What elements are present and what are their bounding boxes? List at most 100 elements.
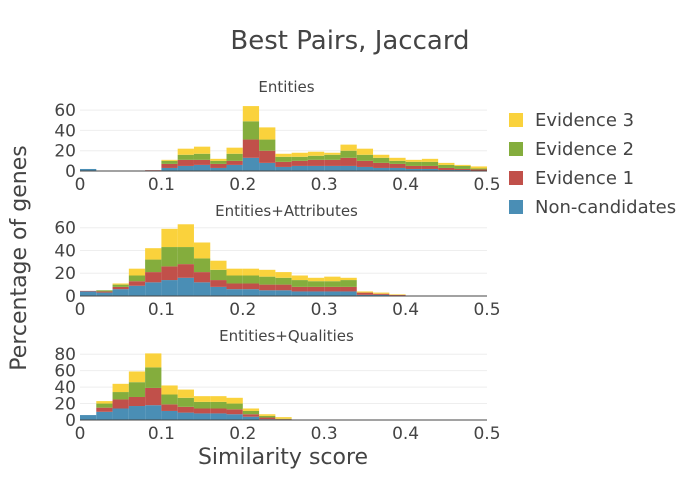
bar-segment-evidence-2[interactable] <box>356 154 374 161</box>
bar-segment-evidence-2[interactable] <box>226 403 243 410</box>
bar-segment-non-candidates[interactable] <box>275 290 292 296</box>
bar-segment-evidence-1[interactable] <box>324 159 341 166</box>
bar-segment-evidence-1[interactable] <box>193 272 211 283</box>
bar-segment-evidence-2[interactable] <box>226 153 243 161</box>
bar-segment-evidence-3[interactable] <box>242 268 260 276</box>
bar-segment-evidence-3[interactable] <box>112 383 129 393</box>
bar-segment-non-candidates[interactable] <box>177 277 194 296</box>
bar-segment-evidence-1[interactable] <box>307 159 325 166</box>
bar-segment-evidence-1[interactable] <box>356 292 374 295</box>
bar-segment-evidence-2[interactable] <box>145 367 162 388</box>
bar-segment-non-candidates[interactable] <box>145 282 162 296</box>
bar-segment-non-candidates[interactable] <box>177 165 194 171</box>
bar-segment-evidence-3[interactable] <box>112 283 129 285</box>
bar-segment-evidence-1[interactable] <box>145 387 162 406</box>
bar-segment-evidence-1[interactable] <box>226 283 243 290</box>
bar-segment-evidence-2[interactable] <box>242 275 260 284</box>
bar-segment-evidence-1[interactable] <box>193 408 211 414</box>
bar-segment-evidence-1[interactable] <box>438 167 455 170</box>
bar-segment-evidence-2[interactable] <box>421 161 439 166</box>
bar-segment-non-candidates[interactable] <box>177 412 194 420</box>
bar-segment-non-candidates[interactable] <box>275 166 292 171</box>
bar-segment-evidence-1[interactable] <box>389 163 406 168</box>
bar-segment-non-candidates[interactable] <box>291 291 308 296</box>
bar-segment-evidence-3[interactable] <box>291 275 308 281</box>
bar-segment-non-candidates[interactable] <box>80 168 97 171</box>
bar-segment-non-candidates[interactable] <box>324 165 341 171</box>
bar-segment-non-candidates[interactable] <box>193 413 211 420</box>
bar-segment-evidence-1[interactable] <box>373 162 390 168</box>
bar-segment-non-candidates[interactable] <box>128 406 146 420</box>
bar-segment-evidence-3[interactable] <box>96 401 113 404</box>
bar-segment-evidence-3[interactable] <box>373 154 390 158</box>
bar-segment-non-candidates[interactable] <box>242 157 260 171</box>
bar-segment-non-candidates[interactable] <box>259 290 276 296</box>
bar-segment-evidence-1[interactable] <box>210 408 227 414</box>
bar-segment-evidence-1[interactable] <box>161 163 178 168</box>
bar-segment-evidence-3[interactable] <box>438 162 455 165</box>
bar-segment-evidence-2[interactable] <box>389 160 406 164</box>
bar-segment-evidence-1[interactable] <box>193 159 211 165</box>
bar-segment-evidence-3[interactable] <box>356 148 374 155</box>
bar-segment-evidence-2[interactable] <box>128 275 146 282</box>
legend-item-non-candidates[interactable]: Non-candidates <box>509 197 676 218</box>
bar-segment-non-candidates[interactable] <box>340 291 357 296</box>
bar-segment-non-candidates[interactable] <box>80 291 97 296</box>
bar-segment-evidence-1[interactable] <box>291 286 308 292</box>
bar-segment-non-candidates[interactable] <box>389 167 406 171</box>
bar-segment-evidence-2[interactable] <box>259 415 276 418</box>
bar-segment-non-candidates[interactable] <box>112 289 129 296</box>
bar-segment-evidence-2[interactable] <box>128 382 146 397</box>
bar-segment-evidence-1[interactable] <box>259 417 276 420</box>
bar-segment-evidence-2[interactable] <box>454 165 471 169</box>
bar-segment-evidence-1[interactable] <box>242 139 260 158</box>
bar-segment-evidence-2[interactable] <box>193 153 211 160</box>
bar-segment-non-candidates[interactable] <box>242 416 260 420</box>
bar-segment-evidence-1[interactable] <box>226 409 243 415</box>
bar-segment-non-candidates[interactable] <box>161 167 178 171</box>
bar-segment-evidence-2[interactable] <box>145 259 162 273</box>
bar-segment-evidence-2[interactable] <box>291 156 308 161</box>
bar-segment-evidence-1[interactable] <box>454 168 471 170</box>
bar-segment-evidence-1[interactable] <box>307 286 325 292</box>
bar-segment-evidence-3[interactable] <box>128 268 146 276</box>
bar-segment-evidence-2[interactable] <box>210 160 227 164</box>
bar-segment-evidence-3[interactable] <box>275 417 292 419</box>
bar-segment-evidence-3[interactable] <box>226 147 243 154</box>
bar-segment-evidence-3[interactable] <box>210 158 227 161</box>
bar-segment-evidence-1[interactable] <box>177 264 194 278</box>
bar-segment-non-candidates[interactable] <box>210 167 227 171</box>
bar-segment-evidence-1[interactable] <box>356 160 374 167</box>
bar-segment-non-candidates[interactable] <box>307 291 325 296</box>
bar-segment-non-candidates[interactable] <box>421 168 439 171</box>
bar-segment-evidence-3[interactable] <box>128 371 146 383</box>
bar-segment-evidence-2[interactable] <box>210 401 227 409</box>
bar-segment-evidence-3[interactable] <box>389 157 406 161</box>
bar-segment-evidence-3[interactable] <box>177 389 194 398</box>
bar-segment-evidence-3[interactable] <box>226 397 243 404</box>
bar-segment-non-candidates[interactable] <box>210 286 227 296</box>
bar-segment-evidence-3[interactable] <box>275 153 292 157</box>
bar-segment-evidence-2[interactable] <box>193 258 211 273</box>
bar-segment-evidence-3[interactable] <box>242 408 260 411</box>
bar-segment-evidence-1[interactable] <box>242 414 260 417</box>
bar-segment-evidence-2[interactable] <box>340 280 357 287</box>
bar-segment-evidence-3[interactable] <box>177 224 194 248</box>
bar-segment-evidence-3[interactable] <box>291 152 308 157</box>
bar-segment-non-candidates[interactable] <box>324 291 341 296</box>
bar-segment-non-candidates[interactable] <box>340 165 357 171</box>
bar-segment-non-candidates[interactable] <box>356 166 374 171</box>
bar-segment-evidence-3[interactable] <box>259 414 276 416</box>
bar-segment-non-candidates[interactable] <box>161 280 178 296</box>
bar-segment-evidence-3[interactable] <box>161 159 178 161</box>
bar-segment-non-candidates[interactable] <box>161 410 178 420</box>
bar-segment-evidence-3[interactable] <box>307 151 325 156</box>
bar-segment-evidence-1[interactable] <box>128 396 146 407</box>
bar-segment-evidence-3[interactable] <box>389 294 406 295</box>
bar-segment-non-candidates[interactable] <box>145 405 162 420</box>
bar-segment-non-candidates[interactable] <box>454 169 471 171</box>
bar-segment-evidence-3[interactable] <box>421 158 439 162</box>
bar-segment-evidence-3[interactable] <box>161 228 178 248</box>
bar-segment-evidence-2[interactable] <box>161 394 178 405</box>
bar-segment-non-candidates[interactable] <box>307 165 325 171</box>
